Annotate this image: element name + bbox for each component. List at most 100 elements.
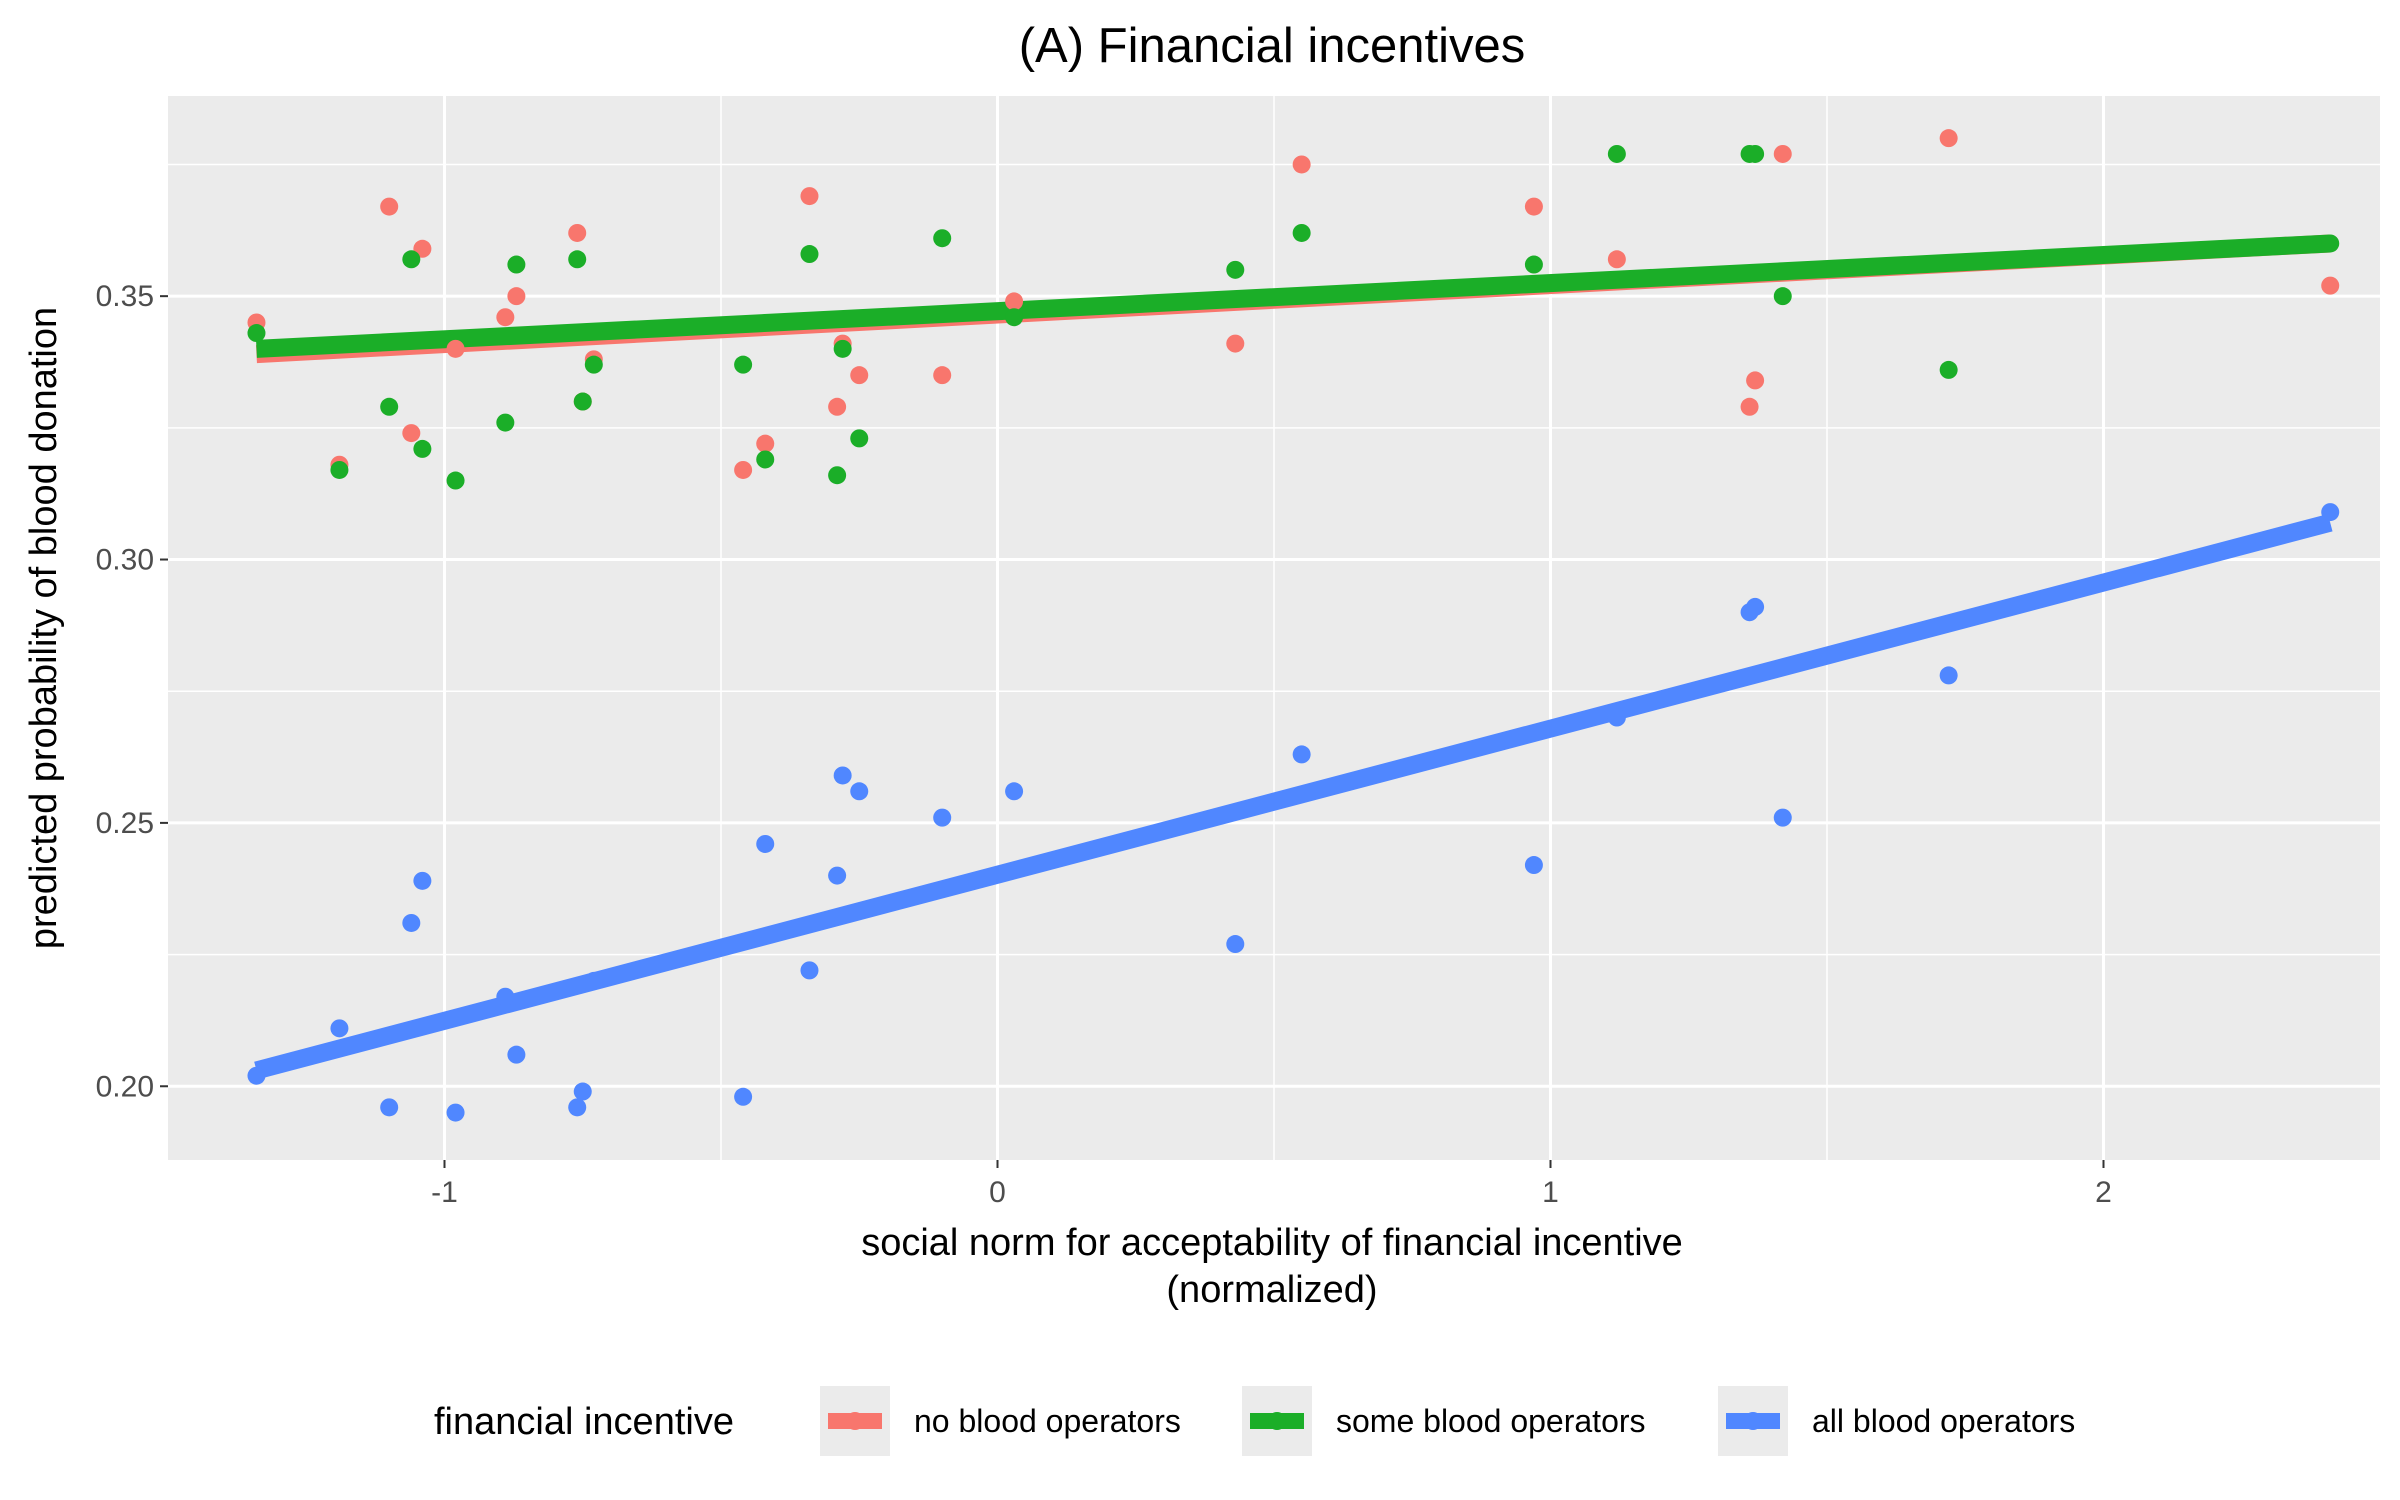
data-point-series-0 — [568, 223, 587, 242]
data-point-series-1 — [756, 450, 775, 469]
data-point-series-0 — [380, 197, 399, 216]
x-axis-title-line-2: (normalized) — [1166, 1269, 1377, 1311]
data-point-series-1 — [1005, 308, 1024, 327]
data-point-series-2 — [573, 1082, 592, 1101]
data-point-series-1 — [1746, 144, 1765, 163]
data-point-series-1 — [734, 355, 753, 374]
data-point-series-1 — [413, 439, 432, 458]
data-point-series-1 — [584, 355, 603, 374]
data-point-series-1 — [446, 471, 465, 490]
data-point-series-0 — [734, 460, 753, 479]
data-point-series-0 — [1226, 334, 1245, 353]
data-point-series-2 — [1292, 745, 1311, 764]
data-point-series-1 — [1773, 287, 1792, 306]
data-point-series-2 — [734, 1087, 753, 1106]
data-point-series-2 — [756, 834, 775, 853]
data-point-series-1 — [933, 229, 952, 248]
x-tick-label: -1 — [431, 1176, 458, 1209]
data-point-series-2 — [1939, 666, 1958, 685]
data-point-series-1 — [496, 413, 515, 432]
data-point-series-2 — [247, 1066, 266, 1085]
data-point-series-2 — [402, 913, 421, 932]
data-point-series-0 — [1524, 197, 1543, 216]
data-point-series-0 — [800, 187, 819, 206]
data-point-series-0 — [1607, 250, 1626, 269]
legend-label: all blood operators — [1812, 1403, 2075, 1439]
data-point-series-0 — [1939, 129, 1958, 148]
data-point-series-2 — [1005, 782, 1024, 801]
data-point-series-1 — [850, 429, 869, 448]
data-point-series-2 — [1607, 708, 1626, 727]
data-point-series-1 — [1226, 260, 1245, 279]
legend: financial incentive no blood operators so… — [434, 1386, 2075, 1456]
data-point-series-2 — [1746, 597, 1765, 616]
data-point-series-1 — [1607, 144, 1626, 163]
data-point-series-2 — [413, 871, 432, 890]
data-point-series-1 — [573, 392, 592, 411]
data-point-series-0 — [507, 287, 526, 306]
legend-title: financial incentive — [434, 1401, 734, 1443]
data-point-series-1 — [1292, 223, 1311, 242]
data-point-series-1 — [828, 466, 847, 485]
data-points — [247, 129, 2340, 1122]
axes: -1 0 1 2 0.20 0.25 0.30 0.35 — [96, 280, 2112, 1209]
data-point-series-2 — [833, 766, 852, 785]
data-point-series-2 — [1524, 856, 1543, 875]
data-point-series-0 — [496, 308, 515, 327]
data-point-series-0 — [2321, 276, 2340, 295]
data-point-series-0 — [850, 366, 869, 385]
legend-key-point — [846, 1412, 864, 1430]
x-tick-label: 1 — [1542, 1176, 1559, 1209]
data-point-series-1 — [402, 250, 421, 269]
data-point-series-1 — [330, 460, 349, 479]
data-point-series-2 — [446, 1103, 465, 1122]
chart-title: (A) Financial incentives — [1019, 19, 1526, 73]
y-tick-label: 0.30 — [96, 544, 154, 577]
data-point-series-0 — [828, 397, 847, 416]
data-point-series-2 — [507, 1045, 526, 1064]
data-point-series-2 — [496, 987, 515, 1006]
data-point-series-0 — [1292, 155, 1311, 174]
data-point-series-1 — [507, 255, 526, 274]
data-point-series-1 — [380, 397, 399, 416]
data-point-series-2 — [800, 961, 819, 980]
legend-label: some blood operators — [1336, 1403, 1646, 1439]
data-point-series-1 — [247, 324, 266, 343]
data-point-series-1 — [1939, 360, 1958, 379]
data-point-series-1 — [833, 339, 852, 358]
legend-key-point — [1744, 1412, 1762, 1430]
data-point-series-2 — [1773, 808, 1792, 827]
data-point-series-2 — [828, 866, 847, 885]
data-point-series-0 — [402, 424, 421, 443]
data-point-series-0 — [1740, 397, 1759, 416]
fit-line-series-1 — [256, 234, 2331, 358]
data-point-series-2 — [330, 1019, 349, 1038]
y-tick-label: 0.35 — [96, 280, 154, 313]
legend-key-point — [1268, 1412, 1286, 1430]
y-tick-label: 0.20 — [96, 1070, 154, 1103]
y-axis-title: predicted probability of blood donation — [23, 307, 65, 949]
data-point-series-0 — [1773, 144, 1792, 163]
data-point-series-1 — [1524, 255, 1543, 274]
data-point-series-1 — [2321, 234, 2340, 253]
legend-label: no blood operators — [914, 1403, 1181, 1439]
data-point-series-2 — [568, 1098, 587, 1117]
data-point-series-2 — [380, 1098, 399, 1117]
data-point-series-1 — [800, 245, 819, 264]
y-tick-label: 0.25 — [96, 807, 154, 840]
x-tick-label: 0 — [989, 1176, 1006, 1209]
data-point-series-0 — [756, 434, 775, 453]
data-point-series-2 — [850, 782, 869, 801]
data-point-series-0 — [446, 339, 465, 358]
data-point-series-2 — [2321, 503, 2340, 522]
data-point-series-0 — [933, 366, 952, 385]
x-axis-title-line-1: social norm for acceptability of financi… — [861, 1222, 1683, 1264]
data-point-series-1 — [568, 250, 587, 269]
data-point-series-0 — [1746, 371, 1765, 390]
data-point-series-2 — [584, 971, 603, 990]
data-point-series-2 — [933, 808, 952, 827]
x-tick-label: 2 — [2095, 1176, 2112, 1209]
data-point-series-0 — [1005, 292, 1024, 311]
data-point-series-2 — [1226, 935, 1245, 954]
